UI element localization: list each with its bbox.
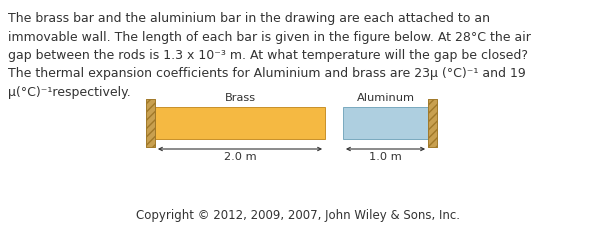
Bar [146, 100, 155, 147]
Bar [428, 100, 437, 147]
Text: Copyright © 2012, 2009, 2007, John Wiley & Sons, Inc.: Copyright © 2012, 2009, 2007, John Wiley… [137, 208, 460, 221]
Text: Brass: Brass [224, 93, 256, 103]
Text: gap between the rods is 1.3 x 10⁻³ m. At what temperature will the gap be closed: gap between the rods is 1.3 x 10⁻³ m. At… [8, 49, 528, 62]
Text: μ(°C)⁻¹respectively.: μ(°C)⁻¹respectively. [8, 86, 131, 98]
Text: Aluminum: Aluminum [356, 93, 414, 103]
Bar [343, 108, 428, 139]
Text: 2.0 m: 2.0 m [224, 151, 256, 161]
Text: The brass bar and the aluminium bar in the drawing are each attached to an: The brass bar and the aluminium bar in t… [8, 12, 490, 25]
Text: 1.0 m: 1.0 m [369, 151, 402, 161]
Text: The thermal expansion coefficients for Aluminium and brass are 23μ (°C)⁻¹ and 19: The thermal expansion coefficients for A… [8, 67, 526, 80]
Bar [146, 100, 155, 147]
Text: immovable wall. The length of each bar is given in the figure below. At 28°C the: immovable wall. The length of each bar i… [8, 30, 531, 43]
Bar [155, 108, 325, 139]
Bar [428, 100, 437, 147]
